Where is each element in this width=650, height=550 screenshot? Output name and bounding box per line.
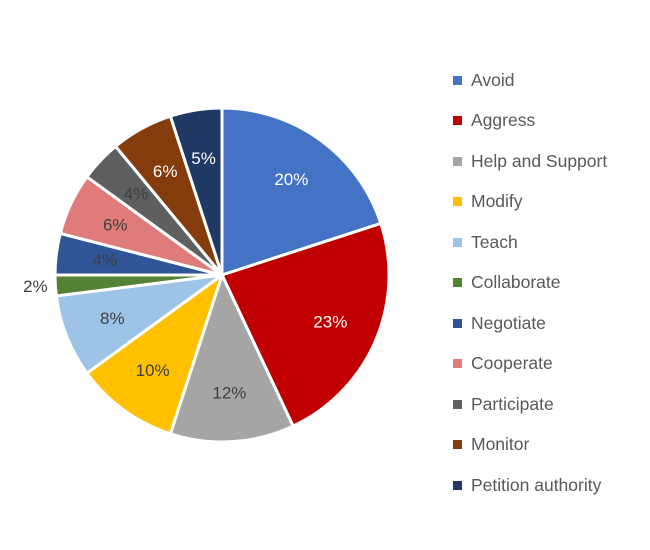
- legend-swatch: [453, 116, 462, 126]
- data-label-avoid: 20%: [274, 170, 308, 189]
- pie-slice-aggress: [220, 221, 391, 428]
- data-label-teach: 8%: [100, 309, 125, 328]
- data-label-participate: 4%: [124, 185, 149, 204]
- legend-item-avoid: Avoid: [453, 60, 607, 101]
- data-label-aggress: 23%: [313, 312, 347, 331]
- legend-label: Petition authority: [471, 474, 602, 495]
- legend-label: Participate: [471, 393, 554, 414]
- data-label-cooperate: 6%: [103, 215, 128, 234]
- legend-item-help-and-support: Help and Support: [453, 141, 607, 182]
- legend-item-collaborate: Collaborate: [453, 263, 607, 304]
- legend-label: Negotiate: [471, 312, 546, 333]
- data-label-monitor: 6%: [153, 162, 178, 181]
- legend-label: Avoid: [471, 69, 515, 90]
- legend-label: Aggress: [471, 110, 536, 131]
- legend-swatch: [453, 75, 462, 85]
- legend-item-modify: Modify: [453, 182, 607, 223]
- data-label-negotiate: 4%: [93, 251, 118, 270]
- legend-item-petition-authority: Petition authority: [453, 465, 607, 506]
- pie-data-labels: 20%23%12%10%8%2%4%6%4%6%5%: [23, 149, 347, 402]
- legend-swatch: [453, 197, 462, 207]
- legend-label: Collaborate: [471, 272, 561, 293]
- legend-swatch: [453, 480, 462, 490]
- legend-swatch: [453, 156, 462, 166]
- legend-item-aggress: Aggress: [453, 101, 607, 142]
- chart-legend: Avoid Aggress Help and Support Modify Teach C…: [453, 60, 607, 506]
- pie-slice-petition-authority: [168, 106, 224, 277]
- legend-item-cooperate: Cooperate: [453, 344, 607, 385]
- legend-label: Modify: [471, 191, 523, 212]
- pie-slice-help-and-support: [168, 273, 295, 444]
- data-label-collaborate: 2%: [23, 277, 48, 296]
- legend-swatch: [453, 237, 462, 247]
- legend-swatch: [453, 278, 462, 288]
- data-label-petition-authority: 5%: [191, 149, 216, 168]
- legend-item-monitor: Monitor: [453, 425, 607, 466]
- pie-slices: [53, 106, 391, 444]
- data-label-modify: 10%: [136, 361, 170, 380]
- legend-item-participate: Participate: [453, 384, 607, 425]
- legend-swatch: [453, 440, 462, 450]
- legend-swatch: [453, 318, 462, 328]
- legend-swatch: [453, 399, 462, 409]
- legend-swatch: [453, 359, 462, 369]
- legend-label: Help and Support: [471, 150, 608, 171]
- legend-label: Cooperate: [471, 353, 553, 374]
- legend-item-teach: Teach: [453, 222, 607, 263]
- pie-slice-modify: [85, 273, 224, 436]
- legend-item-negotiate: Negotiate: [453, 303, 607, 344]
- legend-label: Teach: [471, 231, 518, 252]
- legend-label: Monitor: [471, 434, 530, 455]
- data-label-help-and-support: 12%: [212, 383, 246, 402]
- pie-slice-avoid: [220, 106, 383, 277]
